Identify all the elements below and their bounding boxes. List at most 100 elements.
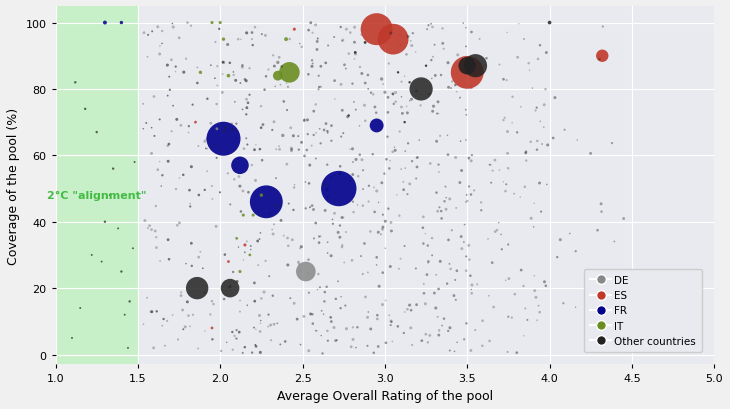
Point: [487, 168, 499, 175]
Point: [288, 133, 299, 140]
Point: [330, 296, 342, 302]
Point: [154, 117, 166, 124]
Point: [142, 54, 153, 61]
Point: [415, 103, 426, 109]
Point: [370, 110, 382, 117]
Point: [161, 63, 173, 69]
Point: [138, 30, 150, 37]
Point: [307, 61, 318, 67]
Point: [180, 261, 192, 267]
Point: [193, 254, 204, 261]
Point: [328, 324, 340, 331]
Point: [404, 98, 415, 105]
Point: [161, 318, 173, 324]
Point: [254, 146, 266, 153]
Point: [429, 290, 440, 297]
Point: [226, 121, 238, 128]
Point: [234, 81, 246, 87]
Point: [164, 87, 176, 94]
Point: [249, 25, 261, 31]
Point: [250, 326, 261, 333]
Point: [521, 317, 533, 324]
Point: [498, 117, 510, 124]
Point: [502, 166, 514, 172]
Point: [315, 64, 327, 70]
Point: [283, 243, 294, 249]
Point: [513, 21, 525, 28]
Point: [228, 177, 240, 183]
Point: [377, 82, 389, 88]
Point: [339, 303, 351, 309]
Point: [237, 188, 249, 195]
Point: [249, 147, 261, 154]
Point: [326, 175, 337, 182]
Point: [450, 297, 461, 303]
Point: [533, 303, 545, 309]
Point: [431, 111, 443, 117]
Point: [416, 337, 428, 344]
Point: [269, 84, 281, 90]
Point: [456, 168, 467, 174]
Point: [206, 20, 218, 27]
Point: [412, 155, 423, 161]
Point: [232, 156, 244, 162]
Point: [319, 208, 331, 214]
Point: [308, 109, 320, 115]
Point: [387, 149, 399, 156]
Point: [367, 92, 379, 99]
Point: [326, 123, 337, 130]
Point: [390, 90, 402, 97]
Point: [146, 151, 158, 157]
Point: [296, 140, 307, 146]
Point: [182, 130, 194, 137]
Point: [466, 153, 477, 159]
Point: [234, 309, 246, 315]
Point: [464, 184, 475, 190]
Point: [224, 285, 236, 292]
Point: [307, 203, 318, 209]
Point: [364, 229, 376, 235]
Point: [405, 325, 417, 331]
Point: [274, 147, 285, 153]
Point: [237, 63, 248, 70]
Point: [427, 109, 439, 115]
Point: [242, 100, 254, 107]
Point: [166, 57, 177, 64]
Point: [334, 171, 346, 178]
Point: [609, 238, 620, 245]
Point: [417, 225, 429, 231]
Point: [335, 25, 347, 31]
Point: [177, 307, 188, 314]
Point: [242, 142, 253, 148]
Point: [380, 157, 392, 163]
Point: [307, 207, 319, 213]
Point: [350, 52, 361, 58]
Point: [234, 269, 246, 275]
Point: [332, 278, 344, 285]
Point: [335, 134, 347, 141]
Point: [434, 133, 446, 140]
Point: [310, 328, 321, 334]
Point: [244, 252, 256, 258]
Point: [435, 72, 447, 79]
Point: [371, 262, 383, 269]
Point: [337, 108, 348, 114]
Point: [184, 187, 196, 194]
Point: [518, 36, 530, 43]
Point: [396, 79, 407, 86]
Point: [320, 61, 331, 67]
Point: [264, 211, 275, 218]
Point: [250, 343, 262, 350]
Point: [322, 130, 334, 137]
Point: [162, 159, 174, 165]
Point: [477, 318, 488, 324]
Point: [458, 21, 469, 27]
Point: [440, 195, 452, 202]
Point: [585, 151, 596, 157]
Point: [385, 264, 396, 270]
Point: [199, 290, 211, 296]
Point: [363, 199, 374, 205]
Point: [433, 332, 445, 339]
Point: [315, 234, 326, 240]
Point: [410, 50, 421, 56]
